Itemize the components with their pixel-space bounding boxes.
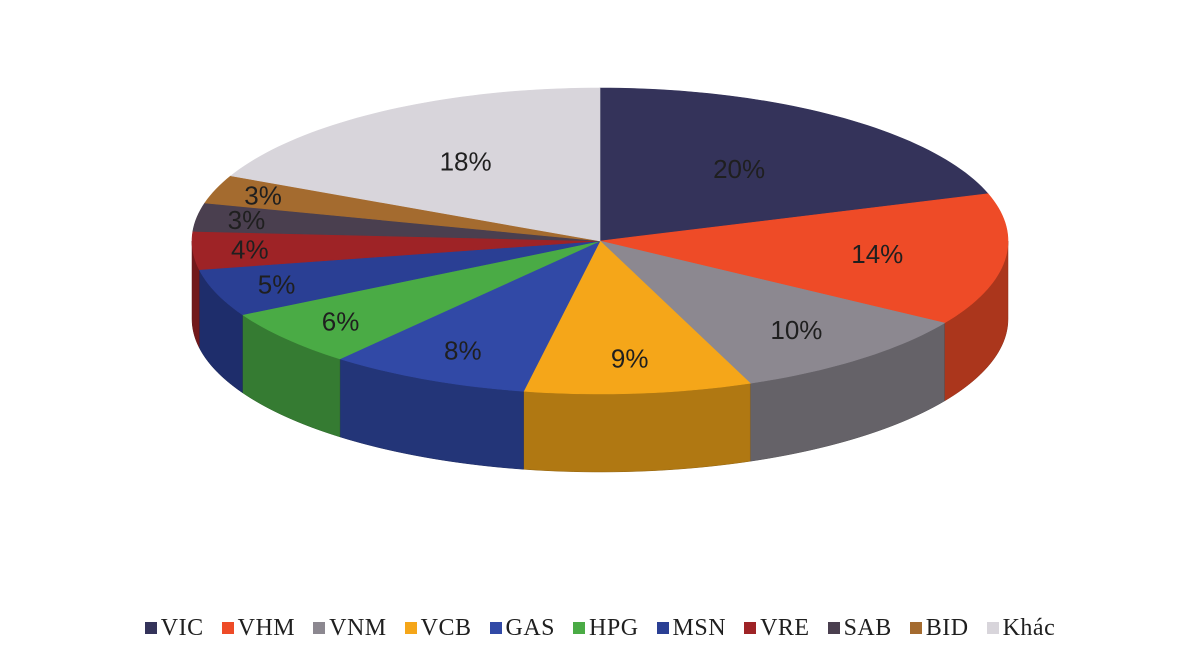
legend-label: BID (925, 614, 969, 641)
data-label-vre: 4% (231, 234, 269, 264)
pie-top-faces (191, 87, 1009, 395)
legend-swatch (656, 622, 669, 634)
legend-swatch (744, 622, 757, 634)
slice-gas (339, 240, 601, 392)
legend-item-vre: VRE (744, 615, 810, 642)
legend-swatch (909, 622, 922, 634)
legend-label: SAB (843, 614, 892, 641)
chart-legend: VIC VHM VNM VCB GAS HPG MSN VRE SAB BID Khác (0, 606, 1200, 650)
data-label-sab: 3% (228, 205, 266, 235)
legend-item-hpg: HPG (573, 615, 639, 642)
legend-label: VHM (237, 614, 296, 641)
pie-chart: 20%14%10%9%8%6%5%4%3%3%18% (191, 87, 1009, 473)
data-label-vic: 20% (713, 154, 765, 184)
slice-vre (191, 231, 601, 270)
legend-item-gas: GAS (489, 614, 556, 642)
side-vcb (523, 382, 751, 473)
legend-item-sab: SAB (827, 614, 892, 642)
slice-msn (198, 240, 601, 316)
data-label-vcb: 9% (611, 344, 649, 374)
legend-swatch (489, 622, 502, 634)
pie-side-walls (191, 240, 1009, 473)
slice-vnm (598, 240, 946, 384)
legend-label: VRE (760, 614, 810, 641)
legend-label: MSN (672, 614, 727, 641)
slice-hpg (241, 240, 601, 360)
legend-swatch (144, 622, 157, 634)
slice-labels: 20%14%10%9%8%6%5%4%3%3%18% (228, 147, 904, 374)
legend-label: GAS (505, 614, 556, 641)
data-label-hpg: 6% (322, 307, 360, 337)
legend-item-vhm: VHM (221, 614, 296, 642)
legend-item-msn: MSN (656, 614, 727, 642)
legend-item-vic: VIC (144, 614, 204, 642)
legend-swatch (573, 622, 586, 634)
slice-khác (230, 87, 601, 242)
slice-vic (599, 87, 989, 242)
legend-label: VCB (420, 614, 472, 641)
slice-bid (204, 175, 601, 242)
legend-swatch (313, 622, 326, 634)
legend-item-bid: BID (909, 614, 969, 642)
legend-swatch (221, 622, 234, 634)
legend-label: Khác (1002, 614, 1056, 641)
legend-item-vcb: VCB (404, 614, 472, 642)
slice-vcb (523, 240, 751, 395)
legend-item-khác: Khác (986, 614, 1056, 642)
legend-item-vnm: VNM (313, 615, 387, 642)
legend-swatch (986, 622, 999, 634)
legend-swatch (827, 622, 840, 634)
data-label-gas: 8% (444, 335, 482, 365)
legend-label: VIC (160, 614, 204, 641)
data-label-msn: 5% (258, 270, 296, 300)
data-label-khác: 18% (440, 147, 492, 177)
data-label-vhm: 14% (851, 239, 903, 269)
legend-label: VNM (329, 614, 387, 641)
slice-vhm (599, 193, 1009, 324)
data-label-vnm: 10% (770, 315, 822, 345)
legend-label: HPG (589, 614, 639, 641)
legend-swatch (404, 622, 417, 634)
data-label-bid: 3% (244, 181, 282, 211)
